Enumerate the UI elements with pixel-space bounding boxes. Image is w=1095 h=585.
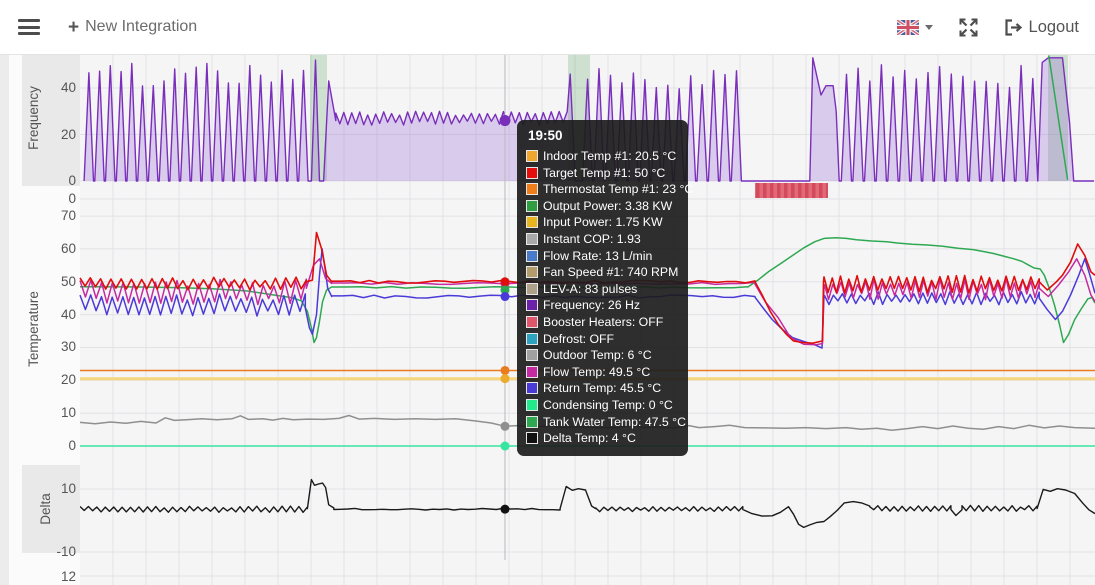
tooltip-row-text: Tank Water Temp: 47.5 °C bbox=[543, 414, 686, 429]
tooltip-row-text: Instant COP: 1.93 bbox=[543, 231, 641, 246]
hamburger-icon[interactable] bbox=[18, 19, 40, 35]
tooltip-row: Target Temp #1: 50 °C bbox=[526, 166, 679, 180]
tooltip-row: Frequency: 26 Hz bbox=[526, 298, 679, 312]
tooltip-row: LEV-A: 83 pulses bbox=[526, 282, 679, 296]
new-integration-button[interactable]: + New Integration bbox=[68, 18, 197, 37]
fullscreen-icon[interactable] bbox=[959, 18, 978, 37]
tooltip-row-text: Defrost: OFF bbox=[543, 331, 615, 346]
tooltip-swatch bbox=[526, 282, 538, 295]
tooltip-rows: Indoor Temp #1: 20.5 °C Target Temp #1: 5… bbox=[526, 149, 693, 445]
tooltip-row: Outdoor Temp: 6 °C bbox=[526, 348, 679, 362]
tooltip-swatch bbox=[526, 266, 538, 279]
tooltip-row: Delta Temp: 4 °C bbox=[526, 431, 679, 445]
crosshair-dot-Return Temp bbox=[500, 292, 510, 302]
tooltip-swatch bbox=[526, 432, 538, 445]
tooltip-swatch bbox=[526, 398, 538, 411]
tooltip-row: Defrost: OFF bbox=[526, 332, 679, 346]
tooltip-row-text: Flow Temp: 49.5 °C bbox=[543, 364, 651, 379]
tooltip-row: Thermostat Temp #1: 23 °C bbox=[526, 182, 693, 196]
crosshair-dot-Tank Water Temp bbox=[500, 285, 510, 295]
tooltip-swatch bbox=[526, 382, 538, 395]
tooltip-swatch bbox=[526, 199, 538, 212]
tooltip-row-text: Input Power: 1.75 KW bbox=[543, 215, 663, 230]
tooltip-swatch bbox=[526, 249, 538, 262]
new-integration-label: New Integration bbox=[85, 18, 198, 35]
series-Delta Temp bbox=[79, 478, 1095, 529]
tooltip-swatch bbox=[526, 183, 538, 196]
tooltip-swatch bbox=[526, 150, 538, 162]
logout-icon bbox=[1004, 19, 1022, 36]
tooltip-row-text: Return Temp: 45.5 °C bbox=[543, 381, 662, 396]
tooltip-row: Flow Temp: 49.5 °C bbox=[526, 365, 679, 379]
tooltip-row-text: LEV-A: 83 pulses bbox=[543, 281, 638, 296]
logout-button[interactable]: Logout bbox=[1004, 18, 1079, 37]
tooltip-row-text: Thermostat Temp #1: 23 °C bbox=[543, 182, 694, 197]
tooltip-row: Condensing Temp: 0 °C bbox=[526, 398, 679, 412]
tooltip-swatch bbox=[526, 332, 538, 345]
tooltip-row-text: Output Power: 3.38 KW bbox=[543, 198, 673, 213]
series-Tank Water Temp bbox=[79, 236, 1095, 344]
top-nav: + New Integration Lo bbox=[0, 0, 1095, 55]
logout-label: Logout bbox=[1028, 18, 1079, 36]
tooltip-row: Return Temp: 45.5 °C bbox=[526, 381, 679, 395]
tooltip-swatch bbox=[526, 365, 538, 378]
tooltip-swatch bbox=[526, 216, 538, 229]
tooltip-row-text: Delta Temp: 4 °C bbox=[543, 431, 636, 446]
crosshair-dot-Outdoor Temp bbox=[500, 421, 510, 431]
tooltip-row: Tank Water Temp: 47.5 °C bbox=[526, 415, 686, 429]
chart-tooltip: 19:50 Indoor Temp #1: 20.5 °C Target Temp… bbox=[517, 120, 693, 456]
tooltip-row: Flow Rate: 13 L/min bbox=[526, 249, 679, 263]
tooltip-swatch bbox=[526, 415, 538, 428]
charts-area: 40 20 0 70 60 50 40 30 20 10 0 10 -10 0 12 Frequency Tem… bbox=[0, 55, 1095, 585]
tooltip-row: Output Power: 3.38 KW bbox=[526, 199, 679, 213]
tooltip-time: 19:50 bbox=[528, 128, 563, 143]
tooltip-row-text: Outdoor Temp: 6 °C bbox=[543, 348, 652, 363]
crosshair-dot-Indoor Temp #1 bbox=[500, 374, 510, 384]
tooltip-row: Input Power: 1.75 KW bbox=[526, 215, 679, 229]
tooltip-swatch bbox=[526, 349, 538, 362]
tooltip-row-text: Indoor Temp #1: 20.5 °C bbox=[543, 149, 677, 163]
tooltip-swatch bbox=[526, 299, 538, 312]
crosshair-dot-Frequency bbox=[499, 115, 511, 127]
tooltip-row: Booster Heaters: OFF bbox=[526, 315, 679, 329]
crosshair-dot-Condensing Temp bbox=[500, 441, 510, 451]
chevron-down-icon bbox=[924, 25, 933, 30]
tooltip-swatch bbox=[526, 315, 538, 328]
tooltip-row-text: Booster Heaters: OFF bbox=[543, 314, 664, 329]
crosshair-dot-Delta Temp bbox=[500, 504, 510, 514]
tooltip-row-text: Frequency: 26 Hz bbox=[543, 298, 641, 313]
series-Defrost-edge bbox=[1048, 55, 1069, 180]
tooltip-row: Fan Speed #1: 740 RPM bbox=[526, 265, 679, 279]
tooltip-row-text: Target Temp #1: 50 °C bbox=[543, 165, 666, 180]
tooltip-swatch bbox=[526, 232, 538, 245]
nav-right: Logout bbox=[896, 0, 1079, 55]
tooltip-row-text: Flow Rate: 13 L/min bbox=[543, 248, 653, 263]
booster-on-bar bbox=[754, 183, 828, 198]
left-strip bbox=[0, 55, 9, 585]
plus-icon: + bbox=[68, 16, 80, 38]
tooltip-row: Indoor Temp #1: 20.5 °C bbox=[526, 149, 679, 163]
language-dropdown[interactable] bbox=[896, 20, 933, 35]
tooltip-row-text: Fan Speed #1: 740 RPM bbox=[543, 265, 679, 280]
tooltip-row: Instant COP: 1.93 bbox=[526, 232, 679, 246]
uk-flag-icon bbox=[896, 20, 919, 35]
crosshair-dot-Target Temp #1 bbox=[500, 277, 510, 287]
tooltip-swatch bbox=[526, 166, 538, 179]
crosshair-dot-Thermostat Temp #1 bbox=[500, 365, 510, 375]
tooltip-row-text: Condensing Temp: 0 °C bbox=[543, 397, 673, 412]
